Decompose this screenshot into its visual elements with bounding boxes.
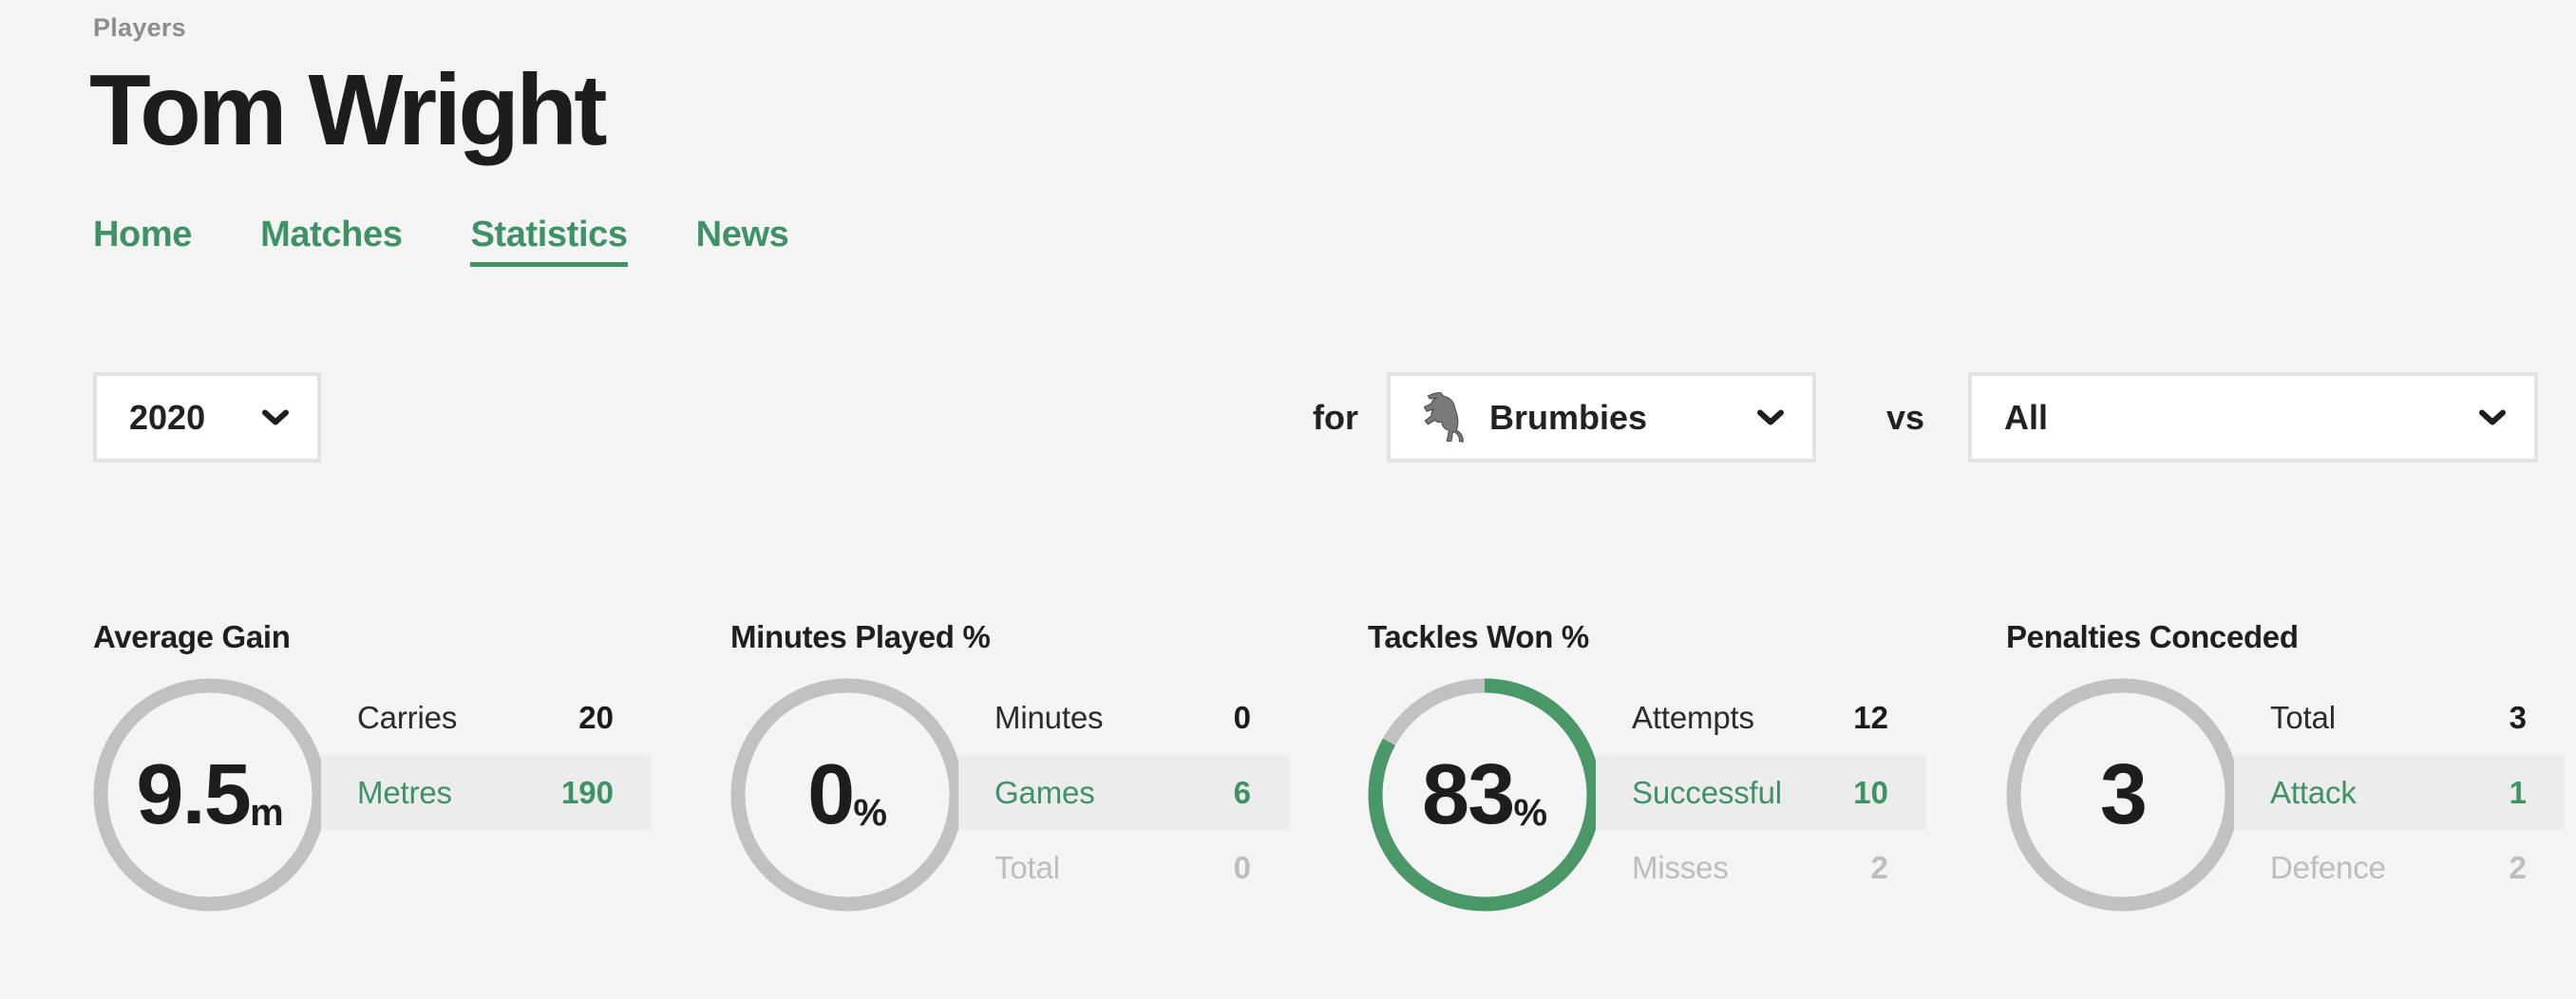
donut-value: 0%	[807, 747, 887, 842]
stat-row: Defence 2	[2270, 849, 2527, 885]
stat-rows: Attempts 12 Successful 10 Misses 2	[1596, 680, 1926, 905]
stat-card-average-gain: Average Gain 9.5 m Carries 20 Metres 190	[93, 619, 655, 999]
stat-card-title: Average Gain	[93, 619, 291, 654]
donut-ring-icon	[730, 678, 964, 912]
stat-row: Misses 2	[1632, 849, 1888, 885]
stat-card-penalties-conceded: Penalties Conceded 3 Total 3 Attack 1 De…	[2006, 619, 2568, 999]
donut-ring-icon	[2006, 678, 2240, 912]
team-dropdown-value: Brumbies	[1489, 397, 1648, 437]
donut-value: 3	[2099, 747, 2148, 842]
chevron-down-icon	[1757, 409, 1784, 424]
stat-row: Minutes 0	[994, 699, 1251, 735]
stat-row: Attempts 12	[1632, 699, 1888, 735]
stat-row-highlighted: Metres 190	[321, 755, 652, 830]
stat-row-highlighted: Attack 1	[2234, 755, 2565, 830]
tackles-won-donut: 83%	[1368, 678, 1601, 912]
stat-row-highlighted: Successful 10	[1596, 755, 1926, 830]
stat-card-title: Minutes Played %	[730, 619, 991, 654]
tab-news[interactable]: News	[695, 215, 789, 254]
stat-card-title: Penalties Conceded	[2006, 619, 2299, 654]
penalties-conceded-donut: 3	[2006, 678, 2240, 912]
for-label: for	[1313, 397, 1358, 437]
stat-rows: Total 3 Attack 1 Defence 2	[2234, 680, 2565, 905]
brumbies-horse-logo-icon	[1423, 391, 1464, 443]
stat-row-highlighted: Games 6	[958, 755, 1289, 830]
tab-bar: Home Matches Statistics News	[93, 215, 789, 267]
opponent-dropdown[interactable]: All	[1968, 372, 2538, 462]
donut-value: 83%	[1421, 747, 1548, 842]
vs-label: vs	[1886, 397, 1925, 437]
tab-statistics[interactable]: Statistics	[470, 215, 628, 267]
stat-card-title: Tackles Won %	[1368, 619, 1589, 654]
chevron-down-icon	[262, 409, 289, 424]
donut-value: 9.5 m	[136, 747, 284, 842]
season-dropdown-value: 2020	[129, 397, 206, 437]
tab-matches[interactable]: Matches	[260, 215, 403, 254]
tab-home[interactable]: Home	[93, 215, 193, 254]
stat-card-minutes-played: Minutes Played % 0% Minutes 0 Games 6 To…	[730, 619, 1293, 999]
page-title: Tom Wright	[89, 54, 608, 166]
stat-row: Total 0	[994, 849, 1251, 885]
breadcrumb[interactable]: Players	[93, 13, 186, 42]
chevron-down-icon	[2479, 409, 2506, 424]
season-dropdown[interactable]: 2020	[93, 372, 321, 462]
minutes-played-donut: 0%	[730, 678, 964, 912]
stat-card-tackles-won: Tackles Won % 83% Attempts 12 Successful…	[1368, 619, 1930, 999]
donut-ring-icon	[93, 678, 327, 912]
average-gain-donut: 9.5 m	[93, 678, 327, 912]
opponent-dropdown-value: All	[2004, 397, 2049, 437]
donut-ring-icon	[1368, 678, 1601, 912]
team-dropdown[interactable]: Brumbies	[1387, 372, 1816, 462]
stat-rows: Carries 20 Metres 190	[321, 680, 652, 830]
stat-row: Carries 20	[357, 699, 614, 735]
stat-row: Total 3	[2270, 699, 2527, 735]
stat-rows: Minutes 0 Games 6 Total 0	[958, 680, 1289, 905]
